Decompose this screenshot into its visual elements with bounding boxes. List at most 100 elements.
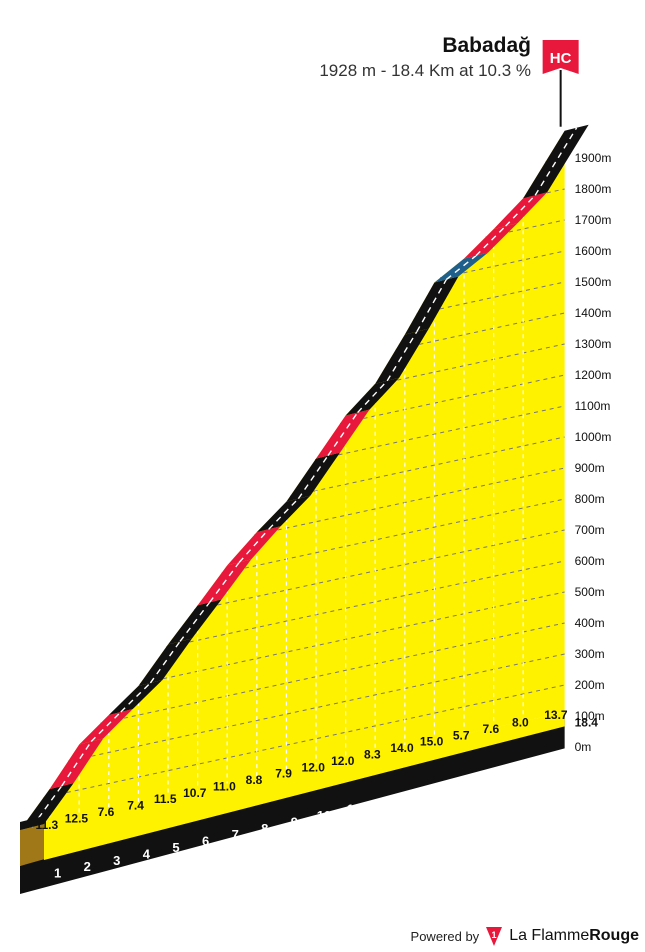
elevation-gridline — [416, 281, 565, 315]
road-centerline — [505, 194, 536, 227]
road-centerline — [297, 455, 329, 500]
category-badge: HC — [550, 50, 572, 67]
elevation-gridline — [289, 436, 565, 497]
road-centerline — [120, 682, 151, 713]
km-marker-label: 6 — [202, 834, 209, 849]
footer: Powered by 1 La FlammeRouge — [411, 924, 639, 948]
segment-gradient-label: 12.0 — [331, 754, 355, 768]
summit-flag-icon — [542, 40, 579, 74]
km-marker-label: 5 — [172, 840, 179, 855]
km-marker-label: 10 — [317, 808, 331, 823]
road-centerline — [209, 561, 240, 603]
km-marker-label: 14 — [435, 782, 450, 797]
segment-gradient-label: 7.6 — [482, 722, 499, 736]
elevation-gridline — [166, 560, 565, 648]
km-marker-label: 11 — [347, 802, 361, 817]
elevation-gridline — [254, 467, 565, 536]
y-tick-label: 1200m — [575, 368, 612, 382]
segment-gradient-label: 8.0 — [512, 716, 529, 730]
road-centerline — [268, 498, 299, 530]
y-tick-label: 300m — [575, 647, 605, 661]
y-tick-label: 0m — [575, 740, 592, 754]
km-marker-label: 12 — [376, 795, 390, 810]
segment-gradient-label: 7.6 — [98, 805, 115, 819]
elevation-gridline — [100, 622, 565, 724]
y-tick-label: 500m — [575, 585, 605, 599]
y-tick-label: 1000m — [575, 430, 612, 444]
road-segment — [345, 377, 400, 416]
segment-gradient-label: 10.7 — [183, 786, 207, 800]
road-segment — [79, 708, 133, 745]
segment-gradient-label: 15.0 — [420, 735, 444, 749]
elevation-gridline — [485, 219, 565, 238]
segment-gradient-label: 8.8 — [246, 773, 263, 787]
road-centerline — [238, 528, 270, 563]
elevation-gridline — [221, 498, 565, 574]
elevation-gridline — [439, 250, 565, 279]
segment-gradient-label: 11.0 — [213, 779, 236, 793]
road-centerline — [179, 601, 211, 642]
y-tick-label: 900m — [575, 461, 605, 475]
km-marker-label: 8 — [261, 821, 268, 836]
km-marker-label: 16 — [494, 770, 508, 785]
la-flamme-rouge-logo-icon: 1 — [486, 927, 503, 946]
road-centerline — [90, 711, 122, 743]
elevation-gridline — [43, 684, 565, 799]
y-tick-label: 1100m — [575, 399, 611, 413]
y-tick-label: 800m — [575, 492, 605, 506]
y-tick-label: 700m — [575, 523, 605, 537]
road-segment — [434, 252, 488, 283]
road-segment — [464, 223, 518, 259]
km-marker-label: 1 — [54, 866, 61, 881]
y-tick-label: 1700m — [575, 213, 612, 227]
climb-subtitle: 1928 m - 18.4 Km at 10.3 % — [319, 61, 531, 80]
brand-name: La FlammeRouge — [509, 927, 639, 944]
climb-title: Babadağ — [442, 34, 531, 57]
km-marker-label: 13 — [406, 789, 420, 804]
km-marker-label: 4 — [143, 846, 151, 861]
y-tick-label: 1400m — [575, 306, 612, 320]
segment-gradient-label: 5.7 — [453, 728, 470, 742]
road-centerline — [475, 225, 507, 257]
elevation-profile-chart: HC 0m 100m 200m 300m 400m 500m 600m 700m 800m 900m… — [19, 40, 612, 894]
svg-text:1: 1 — [492, 930, 497, 940]
y-tick-label: 1500m — [575, 275, 612, 289]
y-tick-label: 200m — [575, 678, 605, 692]
y-tick-label: 400m — [575, 616, 605, 630]
km-marker-label: 7 — [232, 827, 239, 842]
y-tick-label: 1800m — [575, 182, 612, 196]
road-segment — [375, 328, 429, 384]
base-side-face — [20, 824, 44, 866]
segment-gradient-label: 11.5 — [154, 792, 177, 806]
road-centerline — [534, 127, 578, 196]
road-segment — [523, 124, 589, 199]
road-segment — [256, 495, 311, 533]
km-marker-label: 3 — [113, 853, 120, 868]
km-marker-label: 9 — [291, 814, 298, 829]
road-segment — [493, 192, 548, 230]
km-marker-label: 2 — [84, 859, 91, 874]
y-tick-label: 1300m — [575, 337, 612, 351]
segment-gradient-label: 8.3 — [364, 747, 381, 761]
road-segment — [404, 276, 459, 335]
road-centerline — [31, 785, 63, 828]
segment-gradient-label: 7.4 — [127, 799, 144, 813]
road-centerline — [357, 380, 388, 414]
road-centerline — [149, 641, 181, 684]
segment-gradient-label: 7.9 — [275, 767, 292, 781]
road-centerline — [327, 412, 359, 456]
total-distance-label: 18.4 — [575, 715, 599, 729]
y-tick-label: 1600m — [575, 244, 612, 258]
elevation-gridline — [193, 529, 565, 611]
base-front-face — [44, 712, 565, 860]
powered-by-label: Powered by — [410, 928, 480, 944]
elevation-gridline — [314, 405, 565, 461]
y-tick-label: 100m — [575, 709, 605, 723]
segment-gradient-label: 13.7 — [544, 708, 568, 722]
road-centerline — [61, 741, 92, 787]
segment-gradient-label: 12.5 — [65, 811, 89, 825]
segment-gradient-label: 12.0 — [302, 760, 326, 774]
elevation-gridline — [373, 343, 565, 386]
road-start-cap — [20, 816, 44, 830]
road-centerline — [386, 331, 418, 382]
